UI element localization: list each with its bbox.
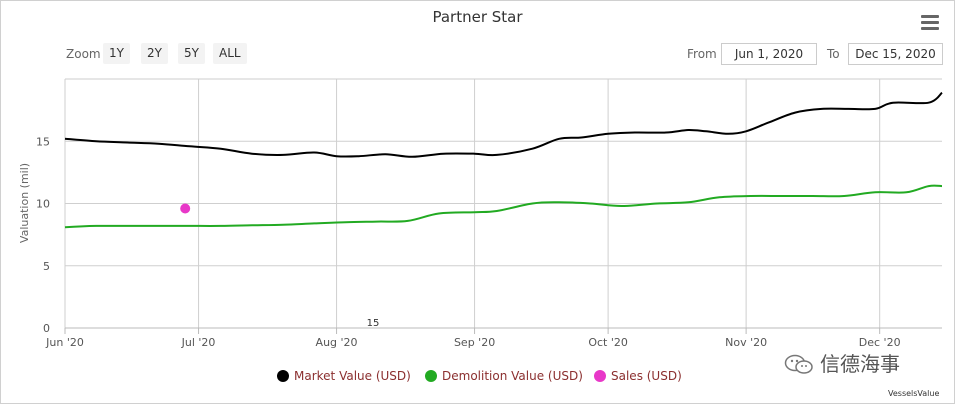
- y-tick-label: 0: [43, 322, 50, 335]
- zoom-5y-button[interactable]: 5Y: [178, 43, 205, 64]
- menu-bar: [921, 27, 939, 30]
- grid: [64, 78, 942, 329]
- x-tick-label: Jun '20: [45, 336, 84, 349]
- legend-demolition-value[interactable]: Demolition Value (USD): [425, 369, 583, 383]
- legend-dot-icon: [594, 370, 606, 382]
- x-tick-label: Nov '20: [725, 336, 767, 349]
- x-tick-label: Dec '20: [859, 336, 901, 349]
- x-tick-label: Jul '20: [181, 336, 216, 349]
- y-tick-label: 15: [36, 135, 50, 148]
- legend-dot-icon: [277, 370, 289, 382]
- axis-annotation: 15: [367, 318, 380, 329]
- zoom-1y-button[interactable]: 1Y: [103, 43, 130, 64]
- market-value-usd-line[interactable]: [64, 91, 943, 158]
- credit-text[interactable]: VesselsValue: [888, 389, 940, 398]
- series-layer: [64, 91, 943, 229]
- watermark-text: 信德海事: [820, 352, 900, 376]
- legend-label: Sales (USD): [611, 369, 682, 383]
- wechat-icon: [784, 354, 813, 374]
- from-label: From: [687, 47, 717, 61]
- zoom-all-button[interactable]: ALL: [213, 43, 247, 64]
- y-tick-label: 5: [43, 260, 50, 273]
- sales-usd-point[interactable]: [180, 203, 191, 214]
- x-tick-label: Aug '20: [316, 336, 358, 349]
- watermark: 信德海事: [784, 348, 900, 377]
- menu-icon[interactable]: [921, 15, 939, 31]
- zoom-2y-button[interactable]: 2Y: [141, 43, 168, 64]
- y-axis-label: Valuation (mil): [18, 163, 31, 243]
- legend-label: Market Value (USD): [294, 369, 411, 383]
- menu-bar: [921, 15, 939, 18]
- zoom-label: Zoom: [66, 47, 101, 61]
- legend-market-value[interactable]: Market Value (USD): [277, 369, 411, 383]
- legend-label: Demolition Value (USD): [442, 369, 583, 383]
- legend-sales[interactable]: Sales (USD): [594, 369, 682, 383]
- menu-bar: [921, 21, 939, 24]
- chart-title: Partner Star: [432, 8, 523, 26]
- demolition-value-usd-line[interactable]: [64, 184, 943, 229]
- x-tick-label: Oct '20: [588, 336, 628, 349]
- from-date-input[interactable]: Jun 1, 2020: [721, 43, 817, 65]
- legend-dot-icon: [425, 370, 437, 382]
- axis-ticks: 0 5 10 15 Jun '20 Jul '20 Aug '20 Sep '20 Oct '2…: [36, 135, 901, 349]
- to-label: To: [827, 47, 840, 61]
- x-tick-label: Sep '20: [454, 336, 495, 349]
- y-tick-label: 10: [36, 198, 50, 211]
- to-date-input[interactable]: Dec 15, 2020: [848, 43, 943, 65]
